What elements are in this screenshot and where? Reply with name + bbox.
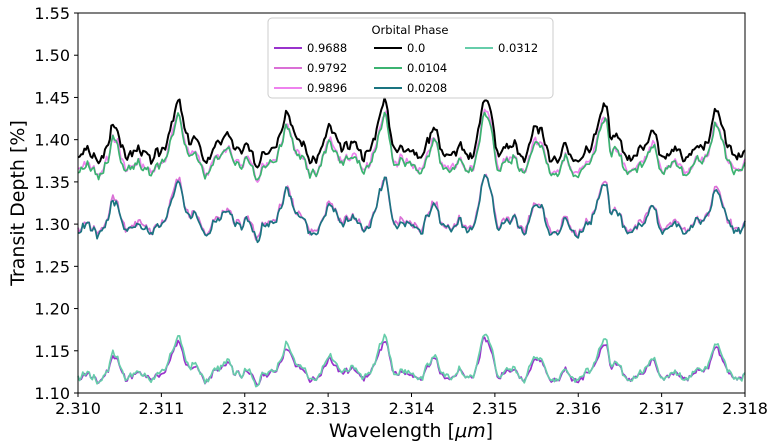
y-tick-label: 1.15 [34,342,70,361]
x-tick-label: 2.317 [639,399,685,418]
series-lines [77,96,746,388]
y-tick-label: 1.55 [34,4,70,23]
y-tick-label: 1.50 [34,46,70,65]
x-tick-label: 2.310 [55,399,101,418]
legend-title: Orbital Phase [371,23,448,37]
x-tick-label: 2.313 [305,399,351,418]
y-tick-label: 1.40 [34,131,70,150]
legend-label: 0.9896 [307,81,347,95]
x-axis-title: Wavelength [μm] [329,420,493,442]
series-line-0-0 [77,96,746,169]
y-tick-label: 1.10 [34,384,70,403]
y-tick-label: 1.20 [34,300,70,319]
series-line-0-0208 [77,174,746,244]
legend-label: 0.0104 [407,61,447,75]
y-axis: 1.10 1.15 1.20 1.25 1.30 1.35 1.40 1.45 1.50 1.55 [34,4,78,403]
x-tick-label: 2.318 [722,399,768,418]
x-axis: 2.310 2.311 2.312 2.313 2.314 2.315 2.316 2.317… [55,393,768,418]
legend-label: 0.9688 [307,41,347,55]
x-tick-label: 2.314 [389,399,435,418]
legend-box [267,17,554,99]
x-tick-label: 2.316 [555,399,601,418]
series-line-0-0312 [77,333,746,388]
x-tick-label: 2.312 [222,399,268,418]
legend-label: 0.0208 [407,81,447,95]
x-tick-label: 2.315 [472,399,518,418]
y-tick-label: 1.35 [34,173,70,192]
legend-items: 0.9688 0.9792 0.9896 0.0 0.0104 0.0208 0.0312 [274,41,538,95]
y-tick-label: 1.45 [34,88,70,107]
legend-label: 0.9792 [307,61,347,75]
legend: Orbital Phase 0.9688 0.9792 0.9896 0.0 0.010… [267,17,554,99]
y-tick-label: 1.30 [34,215,70,234]
legend-label: 0.0312 [498,41,538,55]
legend-label: 0.0 [407,41,425,55]
y-tick-label: 1.25 [34,257,70,276]
series-line-0-0104 [77,111,746,181]
x-tick-label: 2.311 [138,399,184,418]
y-axis-title: Transit Depth [%] [7,120,29,287]
